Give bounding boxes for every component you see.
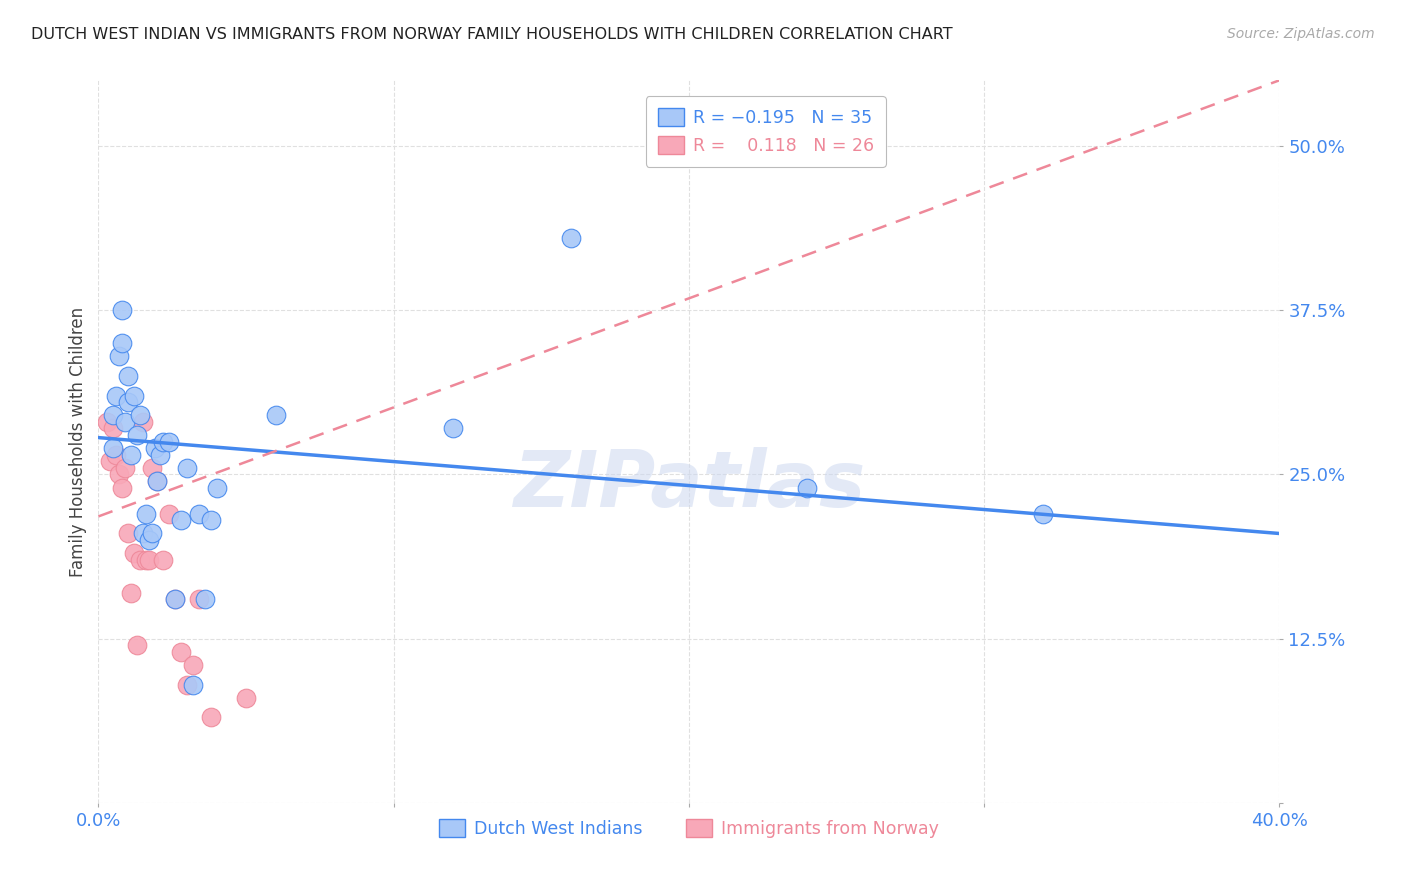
Point	[103, 441, 125, 455]
Point	[117, 395, 139, 409]
Legend: Dutch West Indians, Immigrants from Norway: Dutch West Indians, Immigrants from Norw…	[433, 812, 945, 845]
Point	[138, 533, 160, 547]
Point	[120, 585, 142, 599]
Point	[441, 421, 464, 435]
Point	[152, 553, 174, 567]
Point	[157, 434, 180, 449]
Point	[157, 507, 180, 521]
Point	[117, 368, 139, 383]
Point	[181, 657, 204, 672]
Point	[108, 349, 131, 363]
Point	[149, 448, 172, 462]
Point	[141, 460, 163, 475]
Point	[176, 460, 198, 475]
Point	[135, 553, 157, 567]
Point	[165, 592, 187, 607]
Point	[128, 553, 150, 567]
Point	[152, 434, 174, 449]
Point	[187, 507, 209, 521]
Point	[120, 448, 142, 462]
Point	[235, 690, 257, 705]
Point	[146, 474, 169, 488]
Point	[138, 553, 160, 567]
Point	[132, 526, 155, 541]
Point	[125, 638, 148, 652]
Point	[105, 448, 128, 462]
Point	[103, 409, 125, 423]
Text: Source: ZipAtlas.com: Source: ZipAtlas.com	[1227, 27, 1375, 41]
Text: ZIPatlas: ZIPatlas	[513, 447, 865, 523]
Point	[96, 415, 118, 429]
Point	[165, 592, 187, 607]
Point	[132, 415, 155, 429]
Point	[103, 421, 125, 435]
Point	[111, 481, 134, 495]
Point	[264, 409, 287, 423]
Point	[141, 526, 163, 541]
Point	[194, 592, 217, 607]
Point	[122, 546, 145, 560]
Point	[176, 677, 198, 691]
Point	[796, 481, 818, 495]
Point	[108, 467, 131, 482]
Point	[187, 592, 209, 607]
Point	[128, 409, 150, 423]
Point	[105, 388, 128, 402]
Point	[146, 474, 169, 488]
Point	[170, 513, 193, 527]
Y-axis label: Family Households with Children: Family Households with Children	[69, 307, 87, 576]
Point	[181, 677, 204, 691]
Point	[114, 460, 136, 475]
Point	[200, 513, 222, 527]
Point	[205, 481, 228, 495]
Point	[200, 710, 222, 724]
Point	[143, 441, 166, 455]
Text: DUTCH WEST INDIAN VS IMMIGRANTS FROM NORWAY FAMILY HOUSEHOLDS WITH CHILDREN CORR: DUTCH WEST INDIAN VS IMMIGRANTS FROM NOR…	[31, 27, 952, 42]
Point	[560, 231, 582, 245]
Point	[170, 645, 193, 659]
Point	[117, 526, 139, 541]
Point	[111, 336, 134, 351]
Point	[1032, 507, 1054, 521]
Point	[114, 415, 136, 429]
Point	[135, 507, 157, 521]
Point	[111, 303, 134, 318]
Point	[98, 454, 121, 468]
Point	[122, 388, 145, 402]
Point	[125, 428, 148, 442]
